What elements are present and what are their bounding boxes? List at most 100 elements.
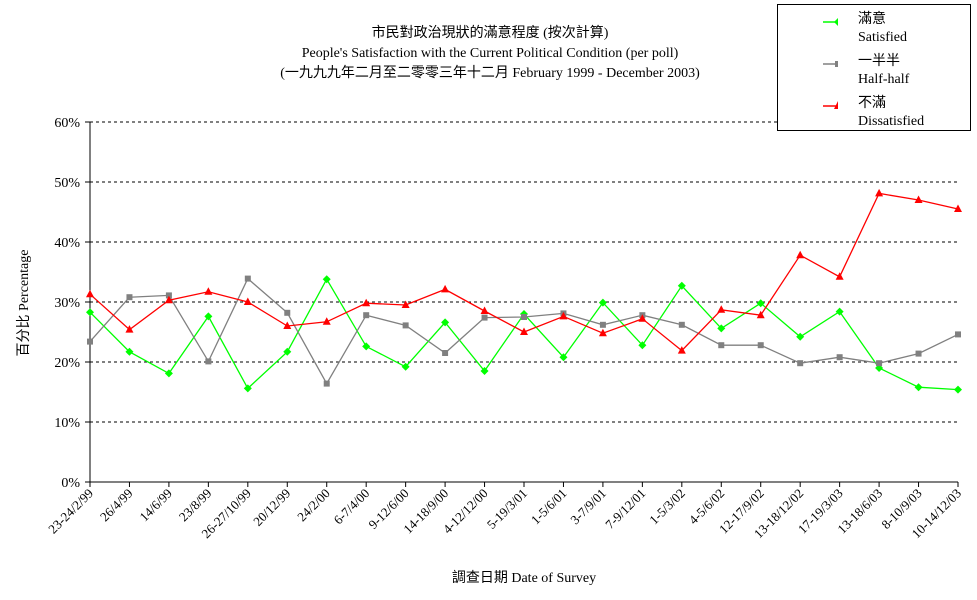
data-point xyxy=(717,324,726,333)
data-point xyxy=(86,289,94,298)
data-point xyxy=(243,384,252,393)
series-half-half xyxy=(87,275,961,387)
data-point xyxy=(322,275,331,284)
legend-item-satisfied: 滿意 Satisfied xyxy=(778,5,972,45)
data-point xyxy=(126,294,133,301)
data-point xyxy=(205,358,212,365)
y-tick-label: 20% xyxy=(54,356,80,371)
data-point xyxy=(86,308,94,317)
x-tick-label: 5-19/3/01 xyxy=(484,486,530,532)
y-tick-label: 50% xyxy=(54,176,80,191)
data-point xyxy=(876,360,883,367)
chart-date-range: (一九九九年二月至二零零三年十二月 February 1999 - Decemb… xyxy=(280,66,700,81)
data-point xyxy=(283,347,292,356)
x-tick-label: 1-5/6/01 xyxy=(528,486,570,528)
data-point xyxy=(638,314,647,322)
data-point xyxy=(402,322,409,329)
data-point xyxy=(362,342,371,351)
data-point xyxy=(718,342,725,349)
data-point xyxy=(954,204,962,212)
data-point xyxy=(401,300,410,308)
legend-swatch-dissatisfied xyxy=(823,101,838,109)
legend-label-half-half-en: Half-half xyxy=(858,72,910,87)
y-tick-label: 0% xyxy=(61,476,80,491)
x-tick-label: 7-9/12/01 xyxy=(602,486,648,532)
x-axis-label: 調查日期 Date of Survey xyxy=(452,570,596,586)
data-point xyxy=(520,327,528,335)
data-point xyxy=(322,317,331,325)
data-point xyxy=(441,318,450,327)
data-point xyxy=(796,250,805,259)
data-point xyxy=(638,341,647,350)
data-point xyxy=(164,369,173,378)
legend-swatch-satisfied xyxy=(823,18,838,26)
legend-label-satisfied-en: Satisfied xyxy=(858,30,907,45)
legend-label-dissatisfied-en: Dissatisfied xyxy=(858,114,925,129)
data-point xyxy=(480,306,489,314)
data-point xyxy=(559,353,568,362)
data-point xyxy=(955,331,961,338)
data-point xyxy=(323,380,330,387)
data-point xyxy=(677,346,686,354)
data-point xyxy=(125,347,134,356)
x-tick-label: 26/4/99 xyxy=(97,486,136,525)
data-point xyxy=(284,309,291,316)
data-point xyxy=(598,328,607,337)
y-tick-labels: 0% 10% 20% 30% 40% 50% 60% xyxy=(54,116,80,491)
legend-label-dissatisfied-zh: 不滿 xyxy=(858,96,886,111)
x-tick-labels: 23-24/2/99 26/4/99 14/6/99 23/8/9926-27/10/… xyxy=(45,486,964,542)
data-point xyxy=(521,314,527,320)
data-point xyxy=(717,305,726,313)
data-point xyxy=(244,275,251,282)
data-point xyxy=(401,362,410,371)
legend: 滿意 Satisfied 一半半 Half-half 不滿 Dissatisfi… xyxy=(777,4,971,131)
data-point xyxy=(164,295,173,304)
data-point xyxy=(165,292,172,299)
data-point xyxy=(756,310,765,319)
data-point xyxy=(678,321,685,328)
y-tick-label: 60% xyxy=(54,116,80,131)
x-tick-label: 14/6/99 xyxy=(136,486,175,525)
x-tick-label: 23/8/99 xyxy=(176,486,215,525)
legend-label-satisfied-zh: 滿意 xyxy=(858,12,886,27)
legend-label-half-half-zh: 一半半 xyxy=(858,54,900,69)
legend-item-half-half: 一半半 Half-half xyxy=(778,47,972,87)
data-point xyxy=(954,385,962,394)
data-point xyxy=(442,350,449,356)
data-point xyxy=(480,367,489,375)
data-point xyxy=(481,314,488,321)
data-point xyxy=(559,311,568,320)
data-point xyxy=(204,287,213,295)
x-tick-label: 23-24/2/99 xyxy=(45,486,96,537)
series-dissatisfied xyxy=(86,188,962,354)
series-line xyxy=(89,192,959,352)
data-point xyxy=(87,338,93,345)
x-tick-label: 24/2/00 xyxy=(294,486,333,525)
data-point xyxy=(914,383,923,392)
data-point xyxy=(598,298,607,307)
gridlines xyxy=(90,121,958,423)
data-point xyxy=(835,307,844,316)
data-point xyxy=(599,321,606,328)
y-tick-label: 10% xyxy=(54,416,80,431)
y-axis-label: 百分比 Percentage xyxy=(16,250,32,357)
data-point xyxy=(836,354,843,361)
data-point xyxy=(875,188,884,197)
data-point xyxy=(125,325,134,333)
legend-swatch-half-half xyxy=(823,61,838,67)
data-point xyxy=(797,360,804,367)
data-point xyxy=(914,195,923,203)
data-point xyxy=(796,332,805,341)
data-point xyxy=(915,350,922,357)
series-lines xyxy=(86,188,962,394)
data-point xyxy=(204,312,213,321)
x-tick-label: 1-5/3/02 xyxy=(646,486,688,528)
chart-subtitle: People's Satisfaction with the Current P… xyxy=(301,46,679,61)
y-tick-label: 40% xyxy=(54,236,80,251)
axes xyxy=(85,121,959,487)
data-point xyxy=(756,299,765,308)
data-point xyxy=(243,297,252,305)
y-tick-label: 30% xyxy=(54,296,80,311)
data-point xyxy=(757,342,764,349)
